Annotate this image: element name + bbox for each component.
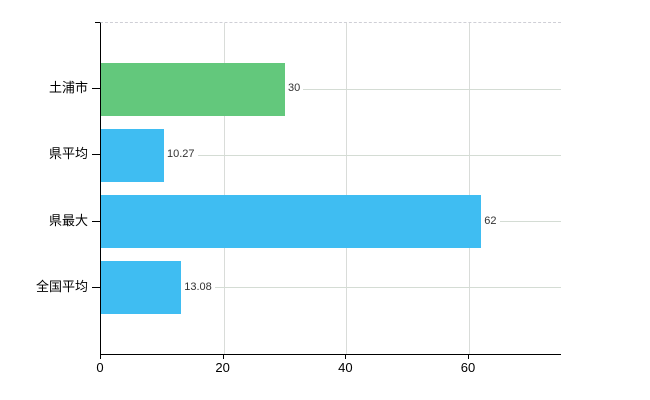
bar <box>101 195 482 249</box>
bar <box>101 261 182 315</box>
y-axis-end-tick <box>95 22 100 23</box>
y-axis-label: 土浦市 <box>48 80 88 96</box>
value-label: 30 <box>285 81 304 97</box>
value-label: 62 <box>481 213 500 229</box>
plot-area: 30 10.27 62 13.08 <box>100 22 561 355</box>
y-axis-label: 県最大 <box>48 212 88 228</box>
y-axis-tick <box>92 88 100 90</box>
value-label: 10.27 <box>163 147 198 163</box>
x-axis-tick <box>100 354 101 359</box>
x-axis-tick <box>222 354 224 359</box>
x-axis-label: 20 <box>215 360 230 375</box>
y-gridline <box>101 287 561 289</box>
y-axis-tick <box>92 286 100 288</box>
x-gridline <box>469 23 470 354</box>
y-axis-label: 全国平均 <box>35 278 88 294</box>
y-gridline <box>101 88 561 90</box>
x-axis-tick <box>345 354 347 359</box>
x-axis-tick <box>468 354 469 359</box>
x-gridline <box>223 23 225 354</box>
x-axis-label: 0 <box>96 360 104 375</box>
bar <box>101 62 285 116</box>
y-axis-tick <box>92 220 100 222</box>
x-gridline <box>346 23 348 354</box>
x-axis-label: 60 <box>460 360 476 375</box>
y-axis-label: 県平均 <box>48 146 88 162</box>
y-axis-tick <box>92 154 100 156</box>
value-label: 13.08 <box>181 279 215 295</box>
x-axis-label: 40 <box>338 360 353 375</box>
y-gridline <box>101 154 561 156</box>
bar <box>101 128 164 182</box>
